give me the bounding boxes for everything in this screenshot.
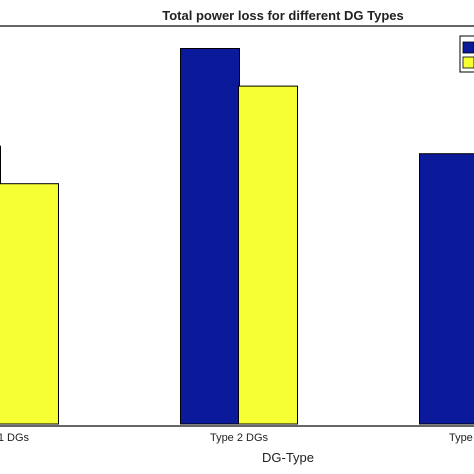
bars-layer: [0, 48, 474, 425]
bar-series-1-cat-3: [419, 153, 474, 425]
x-tick-layer: Type 1 DGs Type 2 DGs Type 3 DGs: [0, 432, 474, 444]
legend-swatch-series-2: [462, 56, 474, 69]
x-tick-label-2: Type 2 DGs: [210, 432, 269, 444]
x-tick-label-3: Type 3 DGs: [449, 432, 474, 444]
legend-swatch-series-1: [462, 41, 474, 54]
legend: [459, 35, 474, 73]
chart-title: Total power loss for different DG Types: [162, 8, 404, 23]
x-axis-label: DG-Type: [262, 450, 314, 465]
x-tick-label-1: Type 1 DGs: [0, 432, 30, 444]
bar-series-1-cat-2: [180, 48, 240, 425]
bar-series-2-cat-2: [238, 85, 298, 425]
bar-series-2-cat-1: [0, 183, 59, 425]
